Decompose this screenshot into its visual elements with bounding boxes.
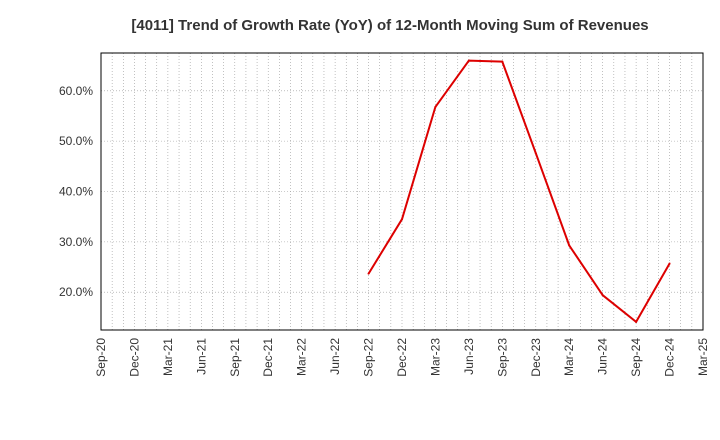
y-axis-ticks: 20.0% 30.0% 40.0% 50.0% 60.0% xyxy=(59,84,93,299)
data-point xyxy=(534,152,537,155)
x-axis-ticks: Sep-20 Dec-20 Mar-21 Jun-21 Sep-21 Dec-21 Mar-… xyxy=(94,338,710,377)
y-tick-label: 20.0% xyxy=(59,285,93,299)
x-tick-label: Sep-23 xyxy=(495,338,509,377)
x-tick-label: Sep-24 xyxy=(629,338,643,377)
series-line xyxy=(367,59,671,323)
x-tick-label: Mar-23 xyxy=(428,338,442,376)
x-tick-label: Dec-24 xyxy=(663,338,677,377)
x-tick-label: Jun-24 xyxy=(596,338,610,375)
series xyxy=(367,59,671,323)
data-point xyxy=(501,60,504,63)
x-tick-label: Sep-20 xyxy=(94,338,108,377)
data-point xyxy=(367,272,370,275)
x-tick-label: Dec-23 xyxy=(529,338,543,377)
x-tick-label: Jun-22 xyxy=(328,338,342,375)
x-tick-label: Dec-20 xyxy=(127,338,141,377)
x-tick-label: Mar-21 xyxy=(161,338,175,376)
x-tick-label: Jun-21 xyxy=(194,338,208,375)
x-tick-label: Dec-21 xyxy=(261,338,275,377)
y-tick-label: 50.0% xyxy=(59,134,93,148)
data-point xyxy=(467,59,470,62)
y-tick-label: 40.0% xyxy=(59,185,93,199)
x-tick-label: Dec-22 xyxy=(395,338,409,377)
x-tick-label: Sep-21 xyxy=(228,338,242,377)
data-point xyxy=(668,262,671,265)
x-tick-label: Jun-23 xyxy=(462,338,476,375)
plot-frame xyxy=(100,52,704,331)
x-tick-label: Mar-24 xyxy=(562,338,576,376)
data-point xyxy=(434,105,437,108)
chart-title: [4011] Trend of Growth Rate (YoY) of 12-… xyxy=(131,17,648,34)
x-tick-label: Sep-22 xyxy=(362,338,376,377)
y-tick-label: 30.0% xyxy=(59,235,93,249)
data-point xyxy=(401,218,403,221)
data-point xyxy=(568,244,571,247)
data-point xyxy=(601,294,604,297)
data-point xyxy=(635,320,638,323)
grid xyxy=(100,53,704,330)
x-tick-label: Mar-22 xyxy=(295,338,309,376)
x-tick-label: Mar-25 xyxy=(696,338,710,376)
y-tick-label: 60.0% xyxy=(59,84,93,98)
